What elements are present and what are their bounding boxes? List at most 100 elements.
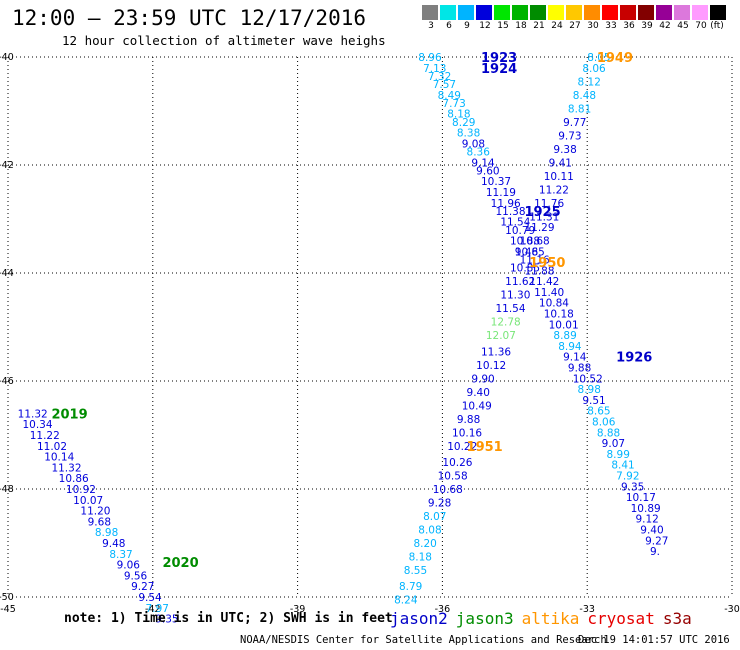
legend-label: 36 [623,21,635,31]
swh-value: 8.79 [399,581,422,593]
swh-value: 10.34 [22,419,52,431]
pass-number-label: 2019 [51,407,87,422]
legend-swatch [638,5,654,20]
swh-value: 11.29 [524,222,554,234]
legend-unit: (ft) [710,21,724,31]
swh-value: 9.38 [553,144,576,156]
lon-tick-label: -39 [290,604,306,615]
satellite-name: s3a [662,609,692,628]
swh-value: 8.36 [467,147,491,159]
lon-tick-label: -42 [145,604,161,615]
swh-value: 11.88 [524,265,554,277]
swh-value: 11.36 [481,346,511,358]
swh-value: 10.37 [481,176,511,188]
satellite-name: altika [521,609,580,628]
legend-swatch [620,5,636,20]
swh-value: 8.48 [573,90,596,102]
pass-number-label: 1951 [467,440,503,455]
pass-number-label: 1926 [616,351,652,366]
legend-label: 42 [659,21,671,31]
swh-value: 8.05 [587,52,610,64]
legend-swatch [422,5,438,20]
swh-value: 8.29 [452,117,475,129]
swh-value: 11.96 [491,198,521,210]
legend-label: 27 [569,21,581,31]
legend-label: 21 [533,21,545,31]
legend-swatch [512,5,528,20]
swh-value: 9.35 [621,481,644,493]
swh-value: 8.55 [404,565,427,577]
swh-value: 8.06 [582,63,606,75]
swh-value: 9.06 [117,560,141,572]
swh-value: 9.77 [563,117,586,129]
lat-tick-label: -46 [0,376,14,387]
pass-number-label: 1949 [597,51,633,66]
lat-tick-label: -42 [0,160,14,171]
swh-value: 9.07 [602,438,625,450]
swh-value: 9.88 [457,414,480,426]
lon-tick-label: -30 [724,604,740,615]
swh-value: 11.42 [529,276,559,288]
swh-value: 9.68 [88,516,111,528]
swh-value: 11.02 [37,441,67,453]
swh-value: 8.18 [447,109,470,121]
legend-label: 3 [428,21,434,31]
legend-label: 15 [497,21,509,31]
swh-value: 8.49 [438,90,461,102]
legend-label: 45 [677,21,689,31]
swh-value: 8.41 [611,460,634,472]
swh-value: 11.30 [500,290,530,302]
legend-swatch [656,5,672,20]
swh-value: 10.11 [544,171,574,183]
swh-value: 9.14 [563,352,587,364]
swh-value: 11.31 [529,211,559,223]
legend-label: 30 [587,21,599,31]
swh-value: 9.28 [428,498,451,510]
swh-value: 10.52 [573,373,603,385]
swh-value: 9.08 [462,138,485,150]
swh-value: 10.88 [510,236,540,248]
swh-value: 10.07 [73,495,103,507]
pass-number-label: 1924 [481,62,517,77]
swh-value: 9.35 [155,614,178,626]
swh-value: 10.68 [433,484,463,496]
swh-value: 9.41 [549,157,572,169]
swh-value: 10.18 [544,309,574,321]
swh-value: 8.38 [457,128,480,140]
footer-note: note: 1) Time is in UTC; 2) SWH is in fe… [64,611,393,626]
swh-value: 11.22 [30,430,60,442]
swh-value: 8.98 [95,527,118,539]
swh-value: 10.58 [438,471,468,483]
swh-value: 10.14 [44,452,74,464]
satellite-name: cryosat [587,609,655,628]
legend-label: 6 [446,21,452,31]
legend-swatch [674,5,690,20]
swh-value: 10.49 [462,400,492,412]
legend-swatch [692,5,708,20]
legend-label: 24 [551,21,563,31]
swh-value: 9.27 [131,581,154,593]
swh-value: 8.98 [578,384,601,396]
swh-value: 11.38 [495,206,525,218]
credit-text: NOAA/NESDIS Center for Satellite Applica… [240,634,607,646]
pass-number-label: 2020 [162,556,198,571]
swh-value: 7.92 [616,471,639,483]
swh-value: 9.12 [635,514,658,526]
legend-label: 33 [605,21,617,31]
legend-label: 70 [695,21,707,31]
swh-value: 8.20 [413,538,436,550]
swh-value: 9.60 [476,165,499,177]
pass-number-label: 1925 [524,205,560,220]
swh-value: 8.12 [578,76,601,88]
swh-value: 10.17 [626,492,656,504]
swh-value: 11.40 [534,287,564,299]
swh-value: 8.08 [418,525,441,537]
legend-swatch [494,5,510,20]
swh-value: 9.88 [568,363,591,375]
swh-value: 10.85 [510,263,540,275]
swh-value: 7.97 [146,603,169,615]
axis-ticks: -45 -42 -39 -36 -33 -30 -40 -42 -44 -46 -48 -50 [0,52,740,615]
swh-value: 8.24 [394,595,418,607]
swh-value: 10.79 [505,225,535,237]
